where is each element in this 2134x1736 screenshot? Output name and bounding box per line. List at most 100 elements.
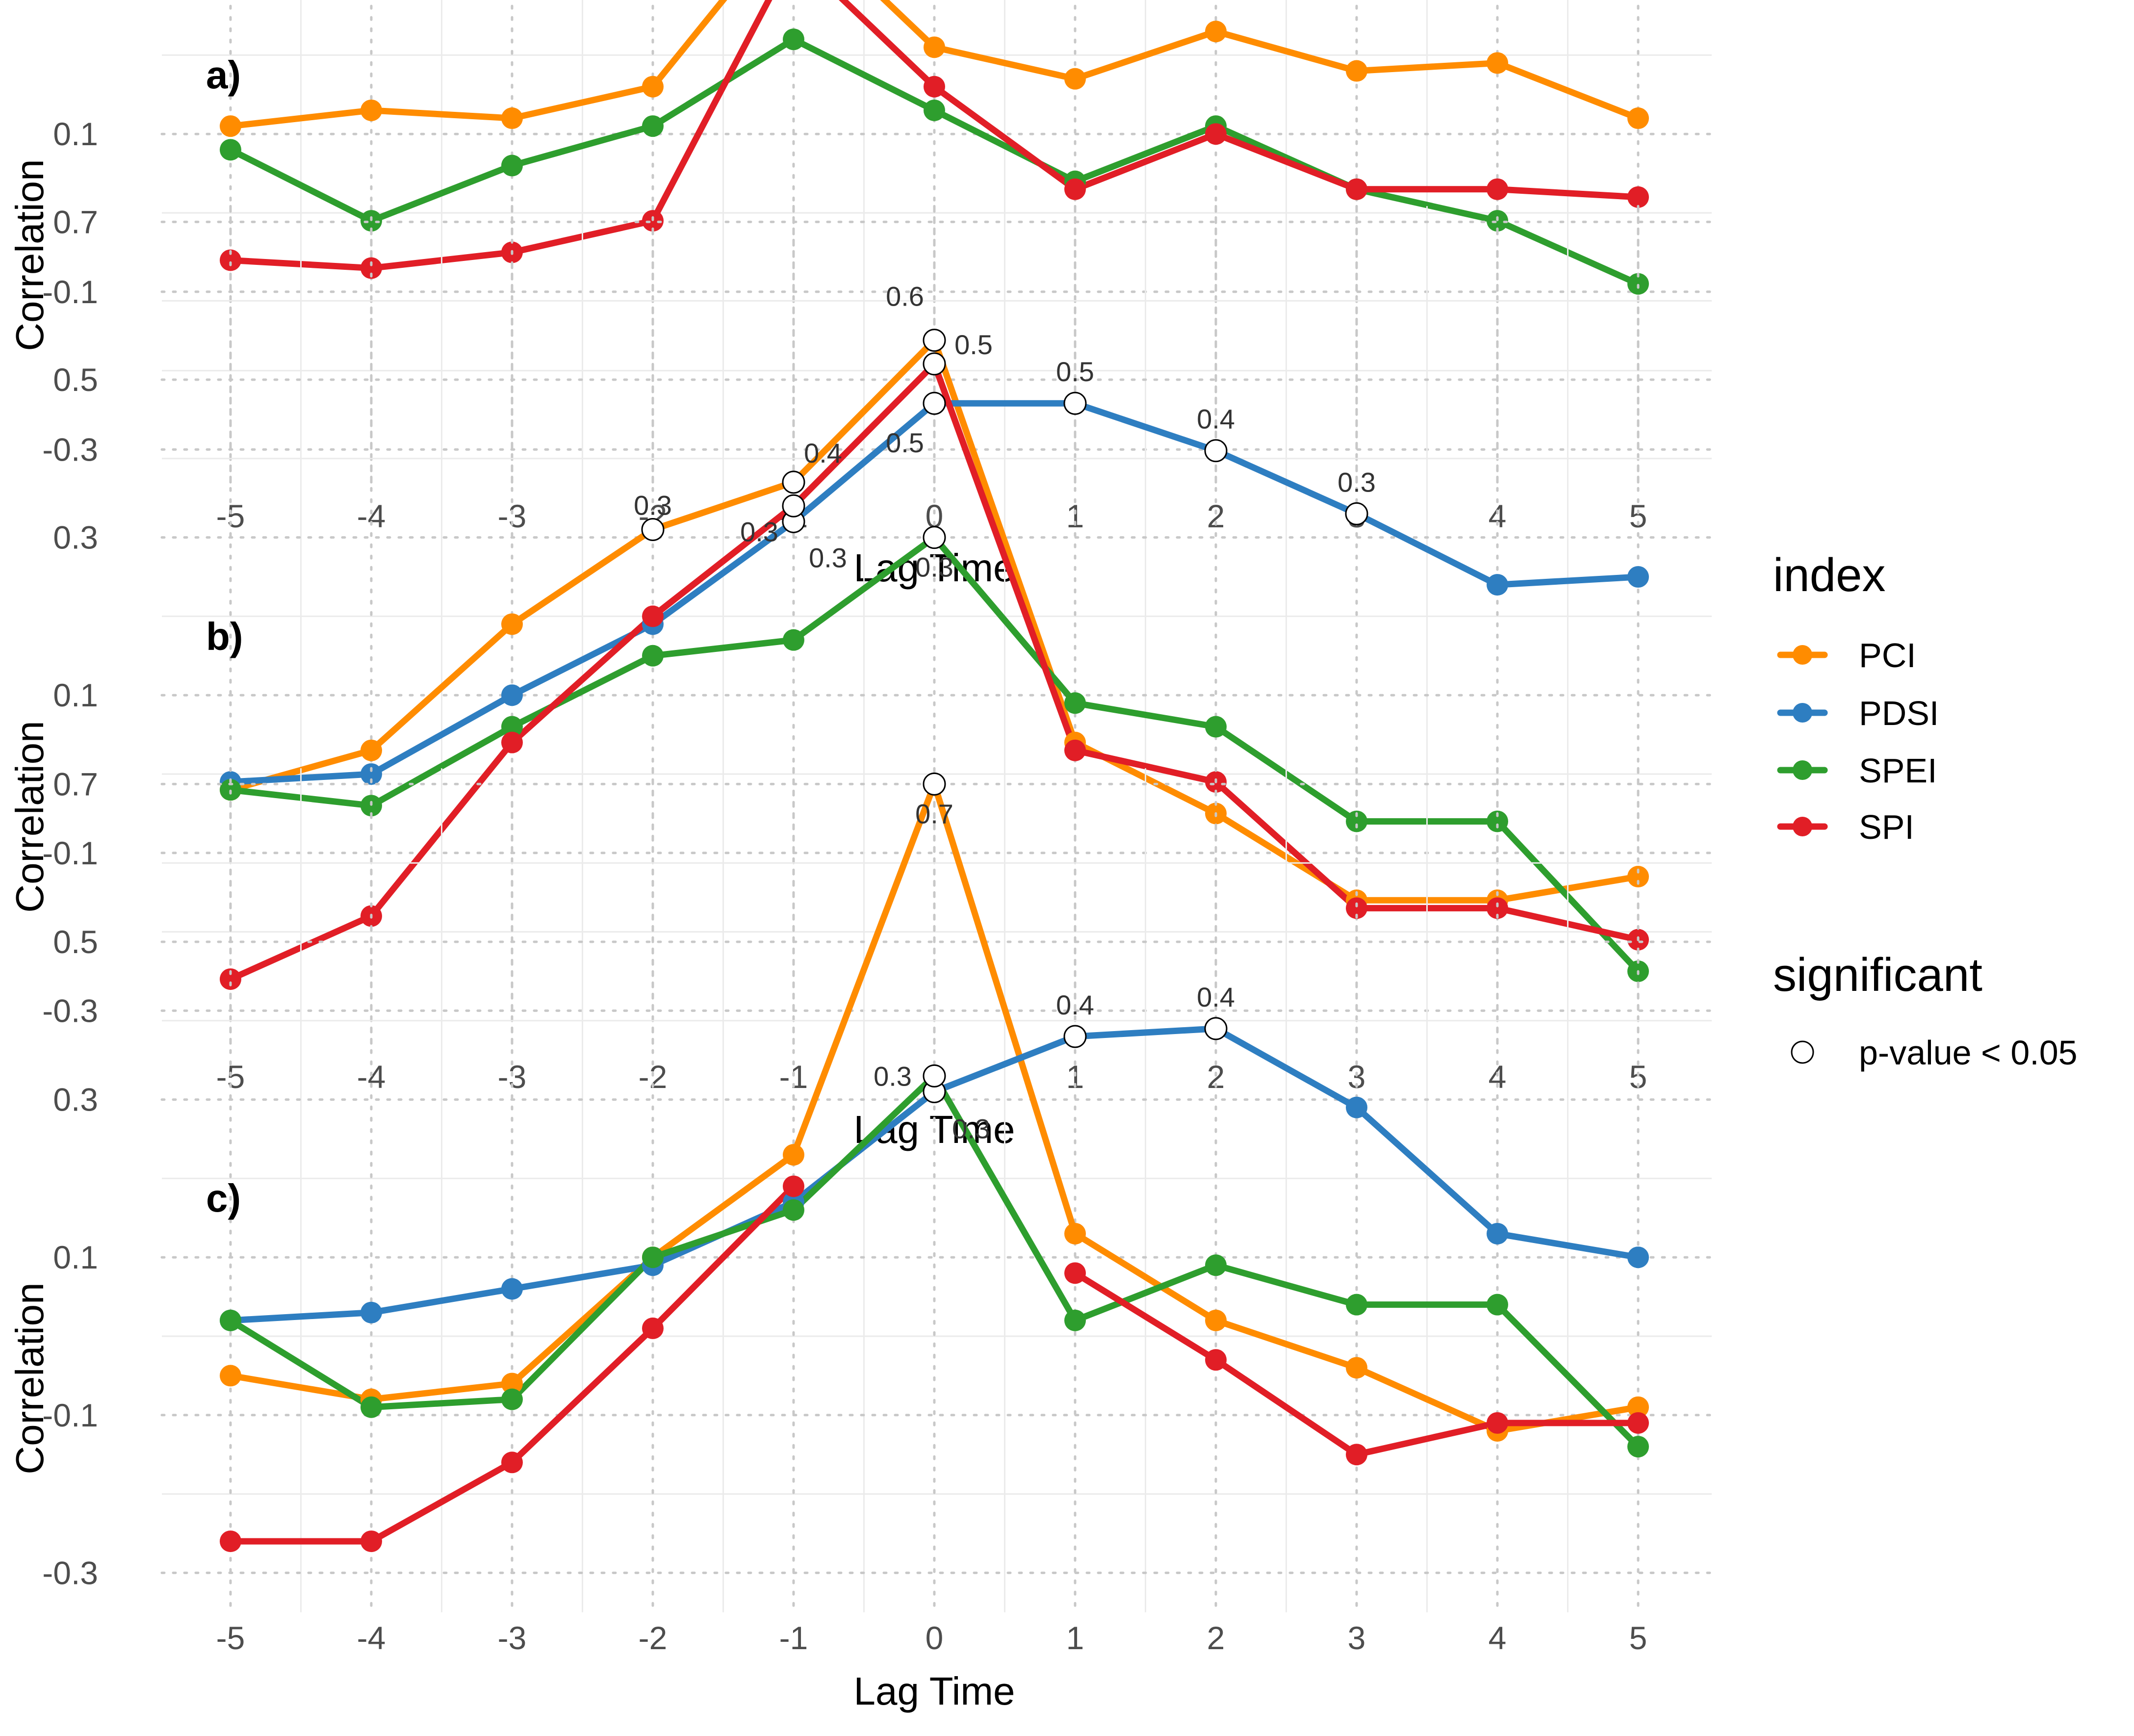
data-point-pci <box>1205 1309 1227 1331</box>
y-tick-label: 0.1 <box>53 116 98 152</box>
data-point-spi <box>360 257 382 279</box>
data-point-spei <box>1064 692 1086 714</box>
legend-item-spi: SPI <box>1777 808 1914 846</box>
major-gridlines <box>160 0 1713 491</box>
y-tick-label: -0.1 <box>42 1397 98 1433</box>
y-axis-title: Correlation <box>8 1282 51 1474</box>
legend-item-spei: SPEI <box>1777 751 1937 790</box>
panels-layer: -0.3 -0.1 0.1 0.3 0.5 0.7 -5 -4 -3 -2 -1 0 1 2 3 4 5 Lag … <box>8 0 1713 1713</box>
minor-gridlines <box>162 0 1712 489</box>
minor-gridlines <box>162 768 1712 1612</box>
data-point-spei <box>1627 1436 1649 1458</box>
legend-swatch <box>1793 760 1812 780</box>
significance-value-label: 0.3 <box>915 552 953 583</box>
x-tick-label: 1 <box>1066 1620 1084 1656</box>
x-tick-label: 2 <box>1207 498 1225 534</box>
x-tick-label: -3 <box>498 1620 527 1656</box>
data-point-spei <box>1346 810 1367 832</box>
significance-marker <box>782 494 805 518</box>
data-point-pci <box>1627 866 1649 888</box>
panel-tag: a) <box>206 53 241 97</box>
significance-marker <box>641 518 665 542</box>
data-point-spi <box>1064 178 1086 200</box>
data-point-spei <box>783 28 804 51</box>
panel-tag: c) <box>206 1176 241 1220</box>
data-point-spei <box>1205 716 1227 738</box>
significance-value-label: 0.3 <box>1337 466 1376 497</box>
data-point-pci <box>783 1144 804 1166</box>
significance-value-label: 0.3 <box>874 1061 912 1091</box>
significance-value-label: 0.5 <box>1056 356 1094 387</box>
data-point-spi <box>924 76 945 98</box>
data-point-pci <box>1627 1396 1649 1418</box>
legend-swatch <box>1793 817 1812 836</box>
data-point-spi <box>1346 1444 1367 1466</box>
y-tick-label: 0.7 <box>53 766 98 802</box>
data-point-pci <box>1346 1357 1367 1379</box>
data-point-pdsi <box>360 763 382 785</box>
legend-swatch <box>1793 645 1812 665</box>
y-tick-label: 0.5 <box>53 362 98 398</box>
data-point-spei <box>501 1388 523 1410</box>
data-point-pci <box>1205 21 1227 43</box>
data-point-spei <box>501 155 523 177</box>
data-point-spi <box>642 605 664 627</box>
data-point-spei <box>642 115 664 137</box>
legend-significance-marker <box>1791 1040 1814 1064</box>
legend-label: SPI <box>1859 808 1914 846</box>
x-tick-label: -5 <box>216 1620 245 1656</box>
panel-0: -0.3-0.10.10.30.50.7-5-4-3-2-1012345Lag … <box>8 0 1713 590</box>
data-point-spei <box>783 1199 804 1221</box>
significance-value-label: 0.4 <box>1056 989 1094 1020</box>
panel-1: -0.3-0.10.10.30.50.7-5-4-3-2-1012345Lag … <box>8 204 1713 1151</box>
data-point-spei <box>220 1309 241 1331</box>
significance-marker <box>1063 1025 1087 1048</box>
data-point-spi <box>1205 123 1227 145</box>
data-point-pdsi <box>501 684 523 706</box>
data-point-spei <box>1487 810 1508 832</box>
data-point-spei <box>1064 1309 1086 1331</box>
data-point-spei <box>1487 1294 1508 1316</box>
legend-item-pci: PCI <box>1777 636 1916 674</box>
data-point-pci <box>642 76 664 98</box>
y-tick-label: -0.3 <box>42 992 98 1029</box>
data-point-pci <box>220 115 241 137</box>
data-point-spi <box>1205 1349 1227 1371</box>
significance-value-label: 0.4 <box>1197 982 1235 1012</box>
data-point-spei <box>1205 1254 1227 1276</box>
significance-value-label: 0.3 <box>809 542 847 573</box>
x-tick-label: -4 <box>357 498 386 534</box>
data-point-pci <box>1346 60 1367 82</box>
significance-marker <box>923 352 946 376</box>
data-point-pci <box>924 36 945 58</box>
data-point-pdsi <box>360 1301 382 1323</box>
x-tick-label: 5 <box>1629 498 1647 534</box>
significance-marker <box>923 391 946 415</box>
data-point-spi <box>220 249 241 271</box>
significance-value-label: 0.5 <box>886 427 924 458</box>
panel-2: -0.3 -0.1 0.1 0.3 0.5 0.7 -5 -4 -3 -2 -1 0 1 2 3 4 5 Lag … <box>8 766 1713 1713</box>
y-tick-label: 0.1 <box>53 1239 98 1275</box>
data-point-spi <box>783 1175 804 1197</box>
significance-marker <box>1345 502 1368 525</box>
x-tick-label: -5 <box>216 498 245 534</box>
y-axis-title: Correlation <box>8 159 51 351</box>
x-tick-label: 4 <box>1489 1620 1507 1656</box>
y-tick-label: 0.7 <box>53 204 98 240</box>
data-point-spei <box>1346 1294 1367 1316</box>
significance-value-label: 0.4 <box>804 438 842 468</box>
y-tick-label: -0.3 <box>42 431 98 467</box>
significance-markers <box>641 329 1368 549</box>
data-point-pci <box>501 613 523 635</box>
x-tick-label: -3 <box>498 498 527 534</box>
data-point-pci <box>1627 107 1649 130</box>
data-point-pdsi <box>1627 566 1649 588</box>
y-tick-label: 0.3 <box>53 519 98 556</box>
legend-color-title: index <box>1773 549 1886 601</box>
data-point-spei <box>501 716 523 738</box>
data-point-pci <box>220 1365 241 1387</box>
data-point-pci <box>1064 68 1086 90</box>
data-point-spei <box>360 1396 382 1418</box>
data-point-pci <box>360 739 382 761</box>
